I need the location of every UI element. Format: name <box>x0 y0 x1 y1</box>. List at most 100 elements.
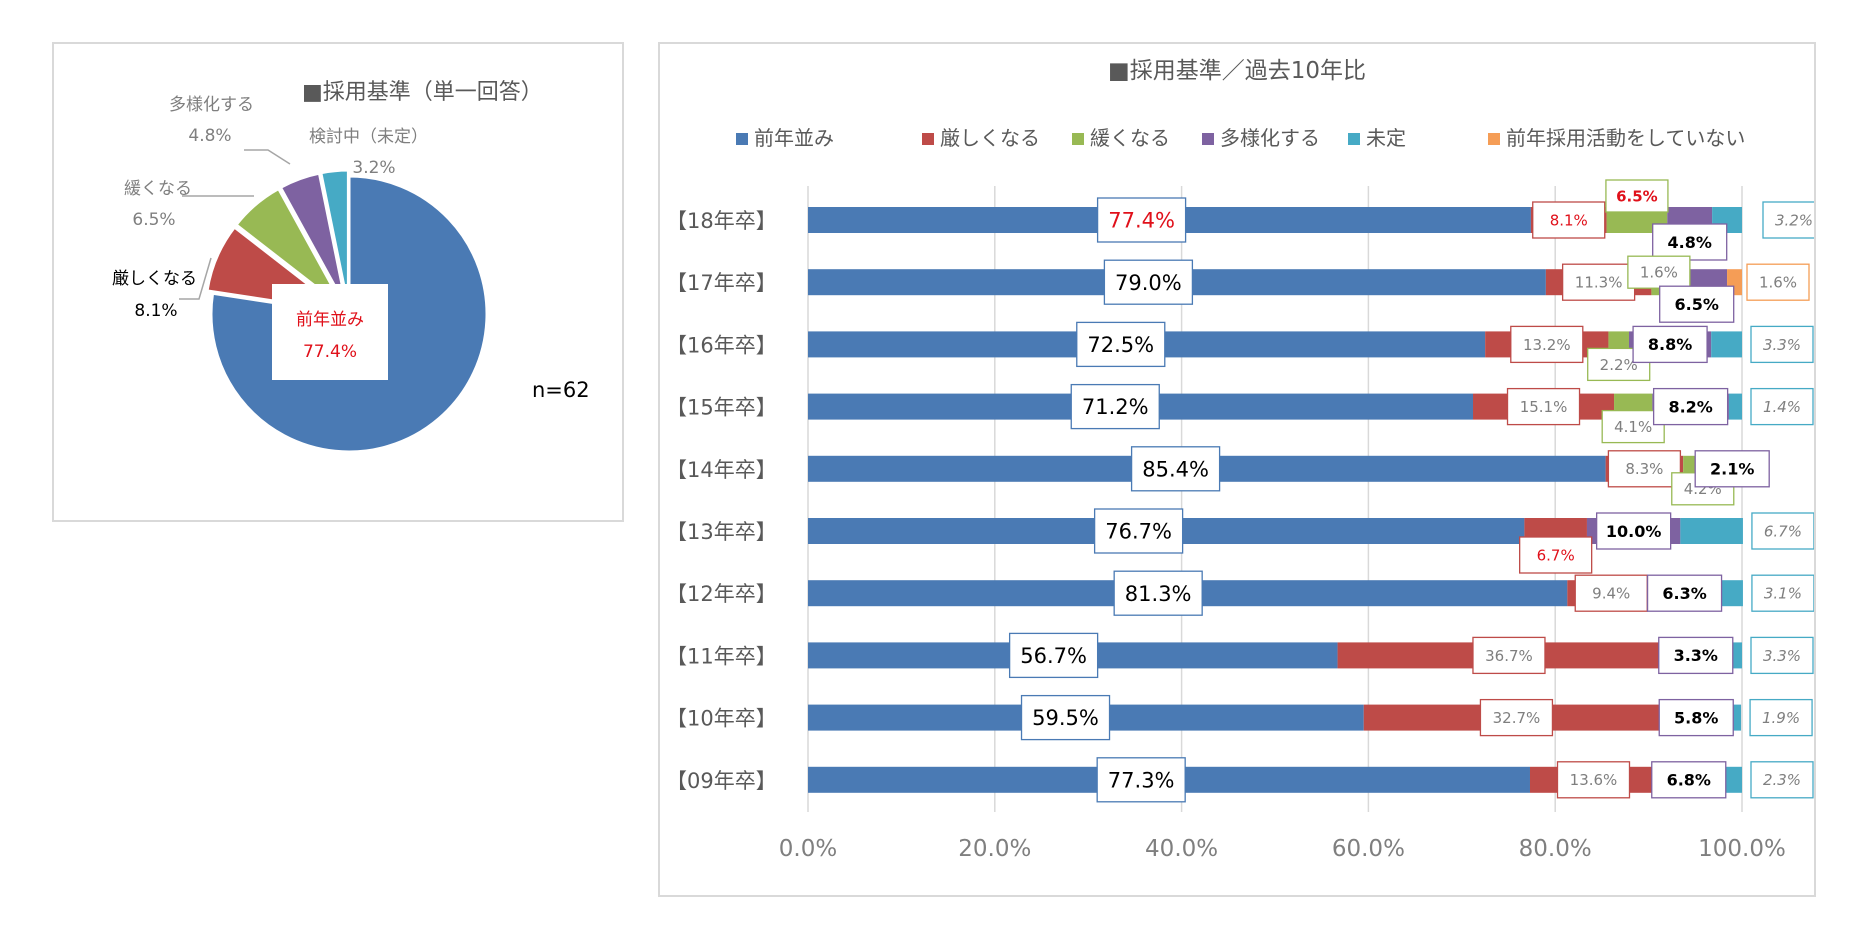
data-label-text: 6.7% <box>1764 522 1802 540</box>
data-label-text: 36.7% <box>1485 647 1533 665</box>
data-label-same: 76.7% <box>1093 508 1184 554</box>
data-label-box <box>1103 259 1194 305</box>
data-label-same: 71.2% <box>1070 383 1160 430</box>
data-label-diverse: 4.8% <box>1652 223 1728 261</box>
category-label: 【13年卒】 <box>666 520 777 544</box>
data-label-text: 9.4% <box>1592 585 1630 603</box>
legend-swatch-none <box>1488 133 1500 145</box>
data-label-stricter: 6.7% <box>1519 536 1593 574</box>
legend-label-same: 前年並み <box>754 126 834 150</box>
pie-label-stricter-name: 厳しくなる <box>112 269 197 289</box>
data-label-none: 1.6% <box>1746 263 1810 301</box>
data-label-text: 6.5% <box>1675 295 1719 314</box>
data-label-box <box>1113 570 1203 616</box>
data-label-text: 77.3% <box>1108 768 1175 792</box>
legend-item-none: 前年採用活動をしていない <box>1488 126 1745 150</box>
data-label-box <box>1627 255 1691 289</box>
data-label-text: 2.1% <box>1710 460 1754 479</box>
bar-segment-undecided <box>1728 393 1742 420</box>
bar-chart-panel: ■採用基準／過去10年比 前年並み 厳しくなる 緩くなる 多様化する 未定 前年採用活動をし… <box>658 42 1826 897</box>
data-label-diverse: 5.8% <box>1658 698 1734 737</box>
legend-item-same: 前年並み <box>736 126 834 150</box>
data-label-text: 72.5% <box>1087 333 1154 357</box>
data-label-same: 72.5% <box>1076 321 1166 368</box>
data-label-box <box>1632 325 1708 364</box>
data-label-diverse: 10.0% <box>1596 512 1672 550</box>
data-label-text: 3.3% <box>1674 646 1718 665</box>
data-label-box <box>1658 698 1734 737</box>
data-label-text: 71.2% <box>1082 395 1149 419</box>
data-label-box <box>1652 387 1729 426</box>
data-label-text: 2.2% <box>1600 356 1638 374</box>
data-label-text: 1.6% <box>1640 264 1678 282</box>
data-label-diverse: 6.3% <box>1646 574 1723 612</box>
data-label-stricter: 15.1% <box>1506 387 1581 426</box>
data-label-box <box>1646 574 1723 612</box>
x-tick-label: 0.0% <box>779 836 837 862</box>
data-label-box <box>1750 325 1814 364</box>
data-label-same: 56.7% <box>1008 632 1099 679</box>
data-label-box <box>1130 446 1221 492</box>
data-label-same: 85.4% <box>1130 446 1221 492</box>
legend-item-undecided: 未定 <box>1348 126 1406 150</box>
legend-swatch-stricter <box>922 133 934 145</box>
data-label-text: 6.5% <box>1616 187 1658 205</box>
data-label-text: 6.7% <box>1537 546 1575 564</box>
pie-slice-looser <box>233 186 347 311</box>
pie-label-undecided-name: 検討中（未定） <box>309 127 428 147</box>
data-label-text: 13.2% <box>1523 336 1571 354</box>
data-label-box <box>1093 508 1184 554</box>
category-label: 【18年卒】 <box>666 209 777 233</box>
data-label-box <box>1746 263 1810 301</box>
data-label-text: 4.1% <box>1614 418 1652 436</box>
data-label-text: 4.8% <box>1668 233 1712 252</box>
legend-label-undecided: 未定 <box>1366 126 1406 150</box>
bar-segment-undecided <box>1711 331 1742 358</box>
data-label-stricter: 36.7% <box>1472 636 1546 675</box>
pie-label-looser-name: 緩くなる <box>124 179 192 199</box>
legend-swatch-same <box>736 133 748 145</box>
data-label-same: 79.0% <box>1103 259 1194 305</box>
data-label-text: 1.6% <box>1759 274 1797 292</box>
data-label-box <box>1519 536 1593 574</box>
data-label-looser: 2.2% <box>1587 347 1651 382</box>
data-label-box <box>1652 223 1728 261</box>
data-label-stricter: 13.6% <box>1556 761 1631 799</box>
data-label-looser: 1.6% <box>1627 255 1691 289</box>
legend-item-looser: 緩くなる <box>1072 126 1170 150</box>
data-label-text: 6.3% <box>1662 584 1706 603</box>
data-label-stricter: 9.4% <box>1574 574 1648 612</box>
data-label-undecided: 6.7% <box>1751 512 1815 550</box>
data-label-box <box>1749 698 1813 737</box>
data-label-box <box>1008 632 1099 679</box>
data-label-text: 79.0% <box>1115 271 1182 295</box>
data-label-same: 77.3% <box>1096 757 1186 803</box>
data-label-box <box>1750 636 1814 675</box>
category-label: 【15年卒】 <box>666 396 777 420</box>
data-label-stricter: 8.1% <box>1532 201 1606 239</box>
data-label-stricter: 11.3% <box>1561 263 1636 301</box>
data-label-diverse: 8.2% <box>1652 387 1729 426</box>
pie-label-undecided-value: 3.2% <box>352 158 395 178</box>
data-label-box <box>1751 512 1815 550</box>
data-label-box <box>1596 512 1672 550</box>
pie-chart: ■採用基準（単一回答） 前年並み 77.4% 厳しくなる 8.1% 緩くなる 6.5% 多様化… <box>112 80 590 454</box>
data-label-box <box>1096 757 1186 803</box>
data-label-diverse: 8.8% <box>1632 325 1708 364</box>
data-label-undecided: 3.3% <box>1750 636 1814 675</box>
legend-label-looser: 緩くなる <box>1090 126 1170 150</box>
pie-slice-undecided <box>319 168 350 309</box>
data-label-text: 10.0% <box>1606 522 1662 541</box>
data-label-stricter: 32.7% <box>1479 698 1554 737</box>
bar-chart-title: ■採用基準／過去10年比 <box>1108 58 1366 84</box>
pie-slice-same <box>209 174 489 454</box>
category-label: 【10年卒】 <box>666 707 777 731</box>
data-label-box <box>1472 636 1546 675</box>
data-label-text: 5.8% <box>1674 708 1718 727</box>
pie-label-stricter-value: 8.1% <box>134 301 177 321</box>
data-label-box <box>1659 285 1735 323</box>
data-label-text: 56.7% <box>1020 644 1087 668</box>
x-tick-label: 80.0% <box>1519 836 1592 862</box>
data-label-text: 32.7% <box>1493 709 1541 727</box>
